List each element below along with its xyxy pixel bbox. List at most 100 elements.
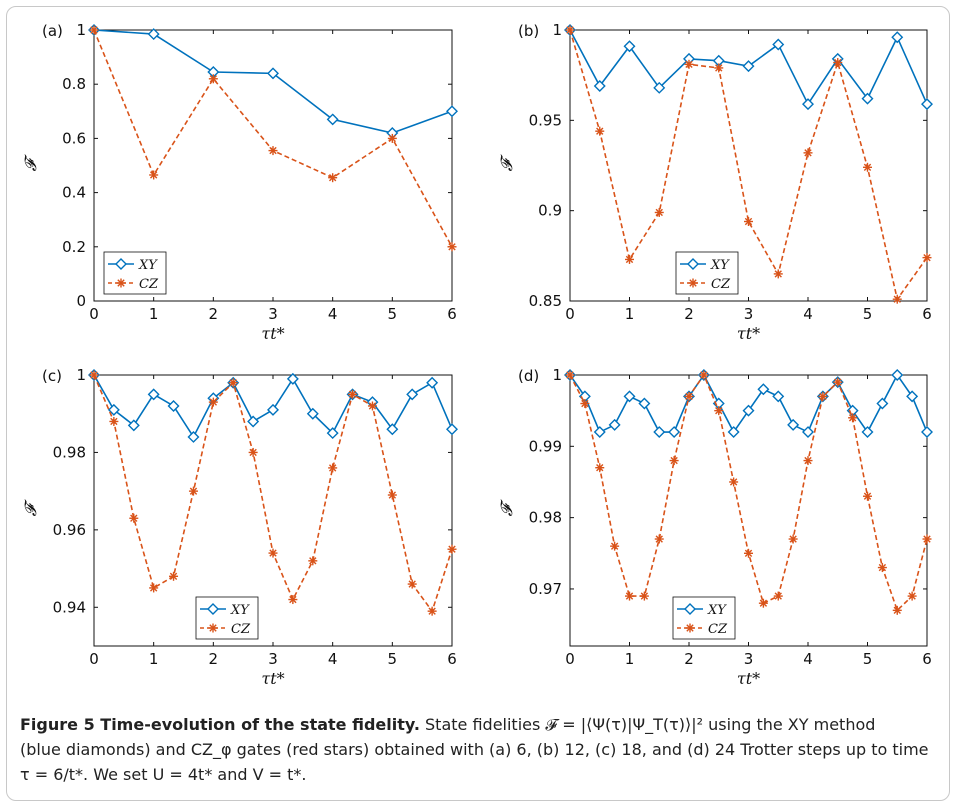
cz-point xyxy=(892,605,902,615)
x-tick-label: 3 xyxy=(268,305,278,323)
xy-point xyxy=(906,390,919,403)
xy-point xyxy=(107,403,120,416)
legend-box xyxy=(195,596,259,640)
cz-point xyxy=(729,477,739,487)
xy-point xyxy=(921,98,933,111)
x-tick-label: 2 xyxy=(684,650,694,668)
xy-point xyxy=(891,31,904,44)
y-tick-label: 1 xyxy=(552,366,562,384)
legend-star-marker xyxy=(688,278,698,288)
y-tick-label: 0.99 xyxy=(529,437,562,455)
legend: XY CZ xyxy=(675,251,739,295)
cz-point xyxy=(447,544,457,554)
cz-point xyxy=(922,253,932,263)
xy-point xyxy=(802,98,814,111)
panel-c: 0 1 2 3 4 5 6 0.94 0.96 0.98 1 (c) τt* 𝓕 XY CZ xyxy=(21,366,458,688)
y-tick-label: 0.6 xyxy=(62,129,86,147)
xy-point xyxy=(653,426,666,439)
xy-point xyxy=(623,40,636,53)
x-tick-label: 6 xyxy=(922,305,932,323)
cz-point xyxy=(907,591,917,601)
cz-point xyxy=(684,391,694,401)
series-line-xy xyxy=(569,373,928,434)
xy-point xyxy=(167,399,180,412)
cz-point xyxy=(863,491,872,501)
y-axis-label: 𝓕 xyxy=(497,153,516,171)
x-tick-label: 6 xyxy=(447,305,457,323)
cz-point xyxy=(848,413,858,423)
figure-frame xyxy=(6,6,950,801)
caption-line-2: (blue diamonds) and CZ_φ gates (red star… xyxy=(20,740,929,759)
y-tick-label: 0.98 xyxy=(53,443,86,461)
x-tick-label: 5 xyxy=(388,305,398,323)
xy-point xyxy=(772,390,785,403)
y-tick-label: 0.96 xyxy=(53,521,86,539)
x-axis-label: τt* xyxy=(261,669,284,688)
xy-point xyxy=(386,423,399,436)
xy-point xyxy=(267,403,279,416)
panel-a: 0 1 2 3 4 5 6 0 0.2 0.4 0.6 0.8 1 (a) τt* 𝓕 XY CZ xyxy=(21,21,458,343)
y-tick-label: 0.4 xyxy=(62,184,86,202)
x-tick-label: 3 xyxy=(744,305,754,323)
x-tick-label: 1 xyxy=(149,305,159,323)
x-axis-label: τt* xyxy=(737,669,760,688)
xy-point xyxy=(127,419,140,432)
cz-point xyxy=(149,583,159,593)
panel-label: (c) xyxy=(42,367,62,385)
xy-point xyxy=(861,426,874,439)
xy-point xyxy=(727,426,740,439)
cz-point xyxy=(714,63,724,73)
cz-point xyxy=(580,399,590,409)
x-tick-label: 4 xyxy=(328,650,338,668)
cz-point xyxy=(288,595,298,605)
legend-label-xy: XY xyxy=(710,258,730,273)
cz-point xyxy=(922,534,932,544)
figure-caption: Figure 5 Time-evolution of the state fid… xyxy=(20,712,945,787)
xy-point xyxy=(638,397,651,410)
legend-label-cz: CZ xyxy=(231,622,251,637)
x-tick-label: 3 xyxy=(268,650,278,668)
x-tick-label: 1 xyxy=(625,305,635,323)
cz-point xyxy=(773,591,783,601)
legend-label-cz: CZ xyxy=(708,622,728,637)
xy-point xyxy=(623,390,636,403)
xy-point xyxy=(772,38,785,51)
legend-label-xy: XY xyxy=(138,258,158,273)
y-tick-label: 1 xyxy=(76,21,86,39)
cz-point xyxy=(714,406,724,416)
x-tick-label: 0 xyxy=(89,650,99,668)
panel-b: 0 1 2 3 4 5 6 0.85 0.9 0.95 1 (b) τt* 𝓕 XY CZ xyxy=(497,21,933,343)
cz-point xyxy=(228,378,238,388)
x-tick-label: 2 xyxy=(209,305,219,323)
legend-star-marker xyxy=(685,623,695,633)
legend-box xyxy=(675,251,739,295)
cz-point xyxy=(268,548,278,558)
series-line-xy xyxy=(93,29,453,134)
xy-point xyxy=(787,418,800,431)
x-tick-label: 6 xyxy=(447,650,457,668)
xy-point xyxy=(802,426,814,439)
xy-point xyxy=(742,60,755,73)
x-axis-label: τt* xyxy=(261,324,284,343)
cz-point xyxy=(699,370,709,380)
cz-point xyxy=(773,269,783,279)
legend-box xyxy=(672,596,736,640)
x-tick-label: 3 xyxy=(744,650,754,668)
xy-point xyxy=(326,427,339,440)
legend-label-cz: CZ xyxy=(711,277,731,292)
cz-point xyxy=(625,591,634,601)
cz-point xyxy=(328,463,338,473)
xy-point xyxy=(891,369,904,381)
cz-point xyxy=(625,254,634,264)
cz-point xyxy=(387,133,397,143)
y-tick-label: 0.98 xyxy=(529,509,562,527)
cz-point xyxy=(565,370,575,380)
xy-point xyxy=(653,81,666,94)
y-axis-label: 𝓕 xyxy=(497,498,516,516)
cz-point xyxy=(669,456,679,466)
xy-point xyxy=(876,397,889,410)
panel-d: 0 1 2 3 4 5 6 0.97 0.98 0.99 1 (d) τt* 𝓕 XY CZ xyxy=(497,366,933,688)
series-line-cz xyxy=(93,29,453,248)
cz-point xyxy=(367,401,377,411)
